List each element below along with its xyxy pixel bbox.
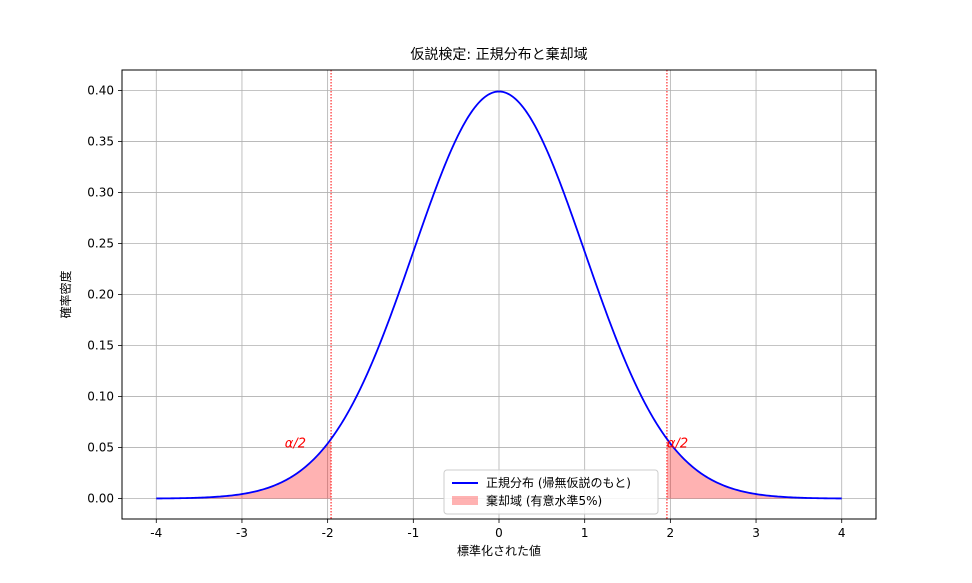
legend-fill-swatch	[452, 496, 478, 505]
y-tick-label: 0.05	[87, 441, 114, 455]
density-curve-line	[156, 90, 842, 500]
rejection-fill-right	[666, 438, 842, 499]
alpha-half-annotation: α/2	[285, 437, 306, 452]
legend: 正規分布 (帰無仮説のもと) 棄却域 (有意水準5%)	[443, 469, 659, 515]
rejection-region-fills	[156, 438, 842, 499]
legend-entry-rejection: 棄却域 (有意水準5%)	[486, 493, 602, 508]
alpha-half-annotation: α/2	[667, 437, 688, 452]
rejection-fill-left	[156, 438, 332, 499]
y-axis-label: 確率密度	[58, 270, 73, 318]
x-tick-label: -4	[150, 526, 162, 540]
x-tick-label: -2	[322, 526, 334, 540]
y-tick-label: 0.20	[87, 288, 114, 302]
x-axis-label: 標準化された値	[457, 543, 541, 558]
y-tick-label: 0.30	[87, 185, 114, 199]
x-tick-label: 3	[752, 526, 760, 540]
y-tick-label: 0.25	[87, 236, 114, 250]
chart-title: 仮説検定: 正規分布と棄却域	[410, 47, 587, 63]
y-axis-ticks: 0.00 0.05 0.10 0.15 0.20 0.25 0.30 0.35 0.40	[87, 83, 122, 506]
y-tick-label: 0.35	[87, 134, 114, 148]
x-tick-label: 0	[495, 526, 503, 540]
x-tick-label: 2	[667, 526, 675, 540]
x-tick-label: -3	[236, 526, 248, 540]
legend-entry-curve: 正規分布 (帰無仮説のもと)	[486, 475, 631, 490]
x-tick-label: 1	[581, 526, 589, 540]
density-curves	[156, 90, 842, 500]
y-tick-label: 0.10	[87, 390, 114, 404]
legend-box	[443, 469, 659, 515]
y-tick-label: 0.40	[87, 83, 114, 97]
x-tick-label: -1	[407, 526, 419, 540]
x-axis-ticks: -4 -3 -2 -1 0 1 2 3 4	[150, 519, 846, 540]
y-tick-label: 0.00	[87, 492, 114, 506]
annotations: α/2 α/2	[285, 437, 688, 452]
y-tick-label: 0.15	[87, 339, 114, 353]
x-tick-label: 4	[838, 526, 846, 540]
